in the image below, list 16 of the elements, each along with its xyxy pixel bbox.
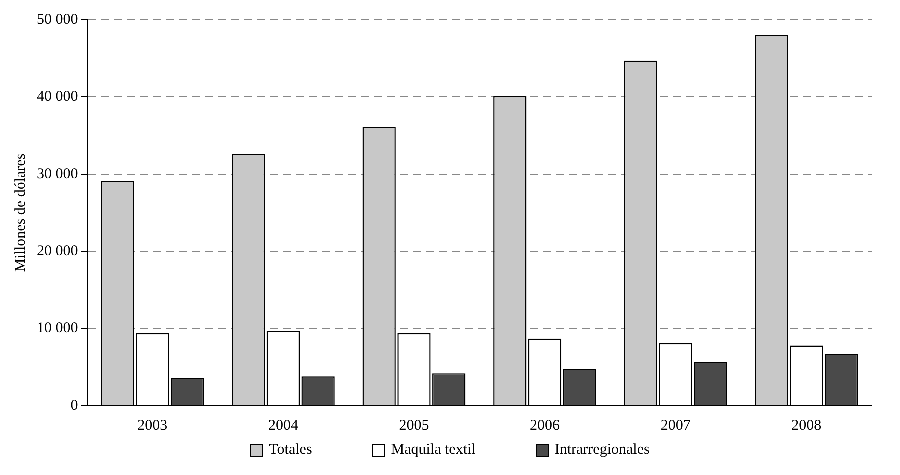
x-tick-label: 2003: [138, 418, 168, 434]
y-tick-label: 10 000: [37, 320, 78, 337]
y-axis-title: Millones de dólares: [12, 154, 29, 272]
x-tick-label: 2006: [530, 418, 561, 434]
y-tick-label: 50 000: [37, 12, 78, 28]
x-tick-label: 2004: [268, 418, 299, 434]
x-tick-label: 2005: [399, 418, 430, 434]
x-tick-label: 2007: [660, 418, 692, 434]
text: Maquila textil: [391, 442, 476, 459]
x-tick-label: 2008: [792, 418, 822, 434]
y-tick-label: 40 000: [37, 89, 78, 106]
legend-label: Totales: [269, 442, 312, 459]
y-tick-label: 0: [70, 398, 78, 414]
y-tick-label: 20 000: [37, 244, 78, 260]
legend-label: Intrarregionales: [554, 442, 650, 459]
y-tick-label: 30 000: [37, 166, 78, 182]
